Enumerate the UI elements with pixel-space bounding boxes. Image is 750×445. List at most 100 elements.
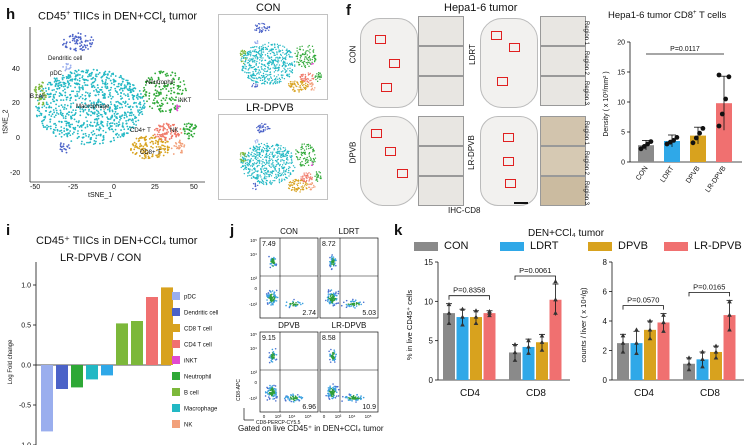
tsne-point bbox=[250, 64, 252, 67]
tsne-point bbox=[121, 77, 124, 80]
tsne-point bbox=[99, 133, 102, 136]
tsne-point bbox=[247, 72, 250, 74]
tsne-point bbox=[99, 113, 102, 116]
tsne-point bbox=[128, 114, 131, 117]
tsne-point bbox=[289, 81, 292, 83]
tsne-point bbox=[300, 88, 302, 90]
tsne-point bbox=[119, 119, 121, 121]
flow-event bbox=[291, 302, 294, 305]
tsne-point bbox=[287, 83, 290, 85]
tsne-point bbox=[291, 170, 294, 172]
tsne-point bbox=[274, 165, 277, 168]
f-point bbox=[690, 140, 696, 146]
tsne-point bbox=[294, 80, 296, 82]
tsne-point bbox=[244, 158, 247, 160]
tsne-point bbox=[302, 147, 304, 150]
tsne-point bbox=[314, 157, 317, 159]
tsne-point bbox=[179, 81, 182, 84]
tsne-point bbox=[256, 150, 258, 152]
k-point bbox=[713, 343, 719, 348]
flow-event bbox=[359, 396, 362, 399]
ihc-bottom-label: IHC-CD8 bbox=[448, 206, 481, 215]
tsne-point bbox=[188, 135, 190, 137]
tsne-point bbox=[154, 94, 157, 97]
tsne-point bbox=[291, 160, 293, 162]
tsne-point bbox=[44, 109, 47, 112]
tsne-point bbox=[283, 46, 286, 48]
tsne-point bbox=[119, 106, 121, 109]
tsne-point bbox=[107, 104, 110, 107]
tsne-point bbox=[278, 170, 281, 172]
k-bar bbox=[710, 351, 722, 380]
tsne-point bbox=[266, 47, 268, 50]
i-legend-label: iNKT bbox=[184, 359, 198, 365]
tsne-point bbox=[288, 181, 291, 184]
tsne-point bbox=[82, 88, 84, 91]
flow-event bbox=[335, 291, 337, 293]
f-bar bbox=[664, 141, 680, 162]
tsne-point bbox=[174, 74, 177, 77]
tsne-point bbox=[290, 158, 293, 160]
tsne-point bbox=[106, 87, 109, 89]
tsne-point bbox=[46, 83, 49, 86]
cluster-label-bcell: B cell bbox=[30, 94, 45, 100]
tsne-point bbox=[286, 62, 288, 64]
tsne-point bbox=[305, 172, 307, 174]
tsne-point bbox=[311, 45, 314, 48]
tsne-point bbox=[181, 150, 183, 153]
tsne-point bbox=[254, 42, 257, 45]
tsne-point bbox=[268, 161, 270, 163]
tsne-point bbox=[269, 60, 271, 62]
flow-event bbox=[357, 397, 360, 400]
tsne-point bbox=[162, 70, 165, 73]
tsne-point bbox=[143, 136, 146, 139]
tsne-point bbox=[270, 183, 272, 186]
tsne-point bbox=[251, 165, 254, 168]
tsne-point bbox=[176, 92, 179, 95]
tsne-point bbox=[140, 150, 142, 153]
tsne-point bbox=[262, 158, 264, 161]
tsne-point bbox=[71, 114, 74, 117]
tsne-point bbox=[150, 140, 153, 143]
tsne-point bbox=[311, 162, 313, 164]
flow-event bbox=[335, 302, 337, 305]
tsne-point bbox=[144, 155, 146, 158]
tsne-point bbox=[298, 61, 300, 64]
tsne-point bbox=[256, 184, 259, 187]
tsne-point bbox=[265, 172, 268, 174]
tsne-point bbox=[307, 145, 310, 147]
tsne-point bbox=[305, 148, 308, 150]
tsne-point bbox=[261, 54, 264, 56]
tsne-point bbox=[180, 93, 183, 96]
tsne-point bbox=[160, 88, 162, 91]
tsne-point bbox=[276, 176, 278, 179]
tsne-point bbox=[262, 51, 265, 53]
tsne-point bbox=[143, 106, 146, 108]
tsne-point bbox=[247, 62, 250, 64]
tsne-point bbox=[280, 159, 282, 161]
tsne-point bbox=[144, 144, 146, 146]
flow-event bbox=[332, 386, 334, 389]
tsne-point bbox=[120, 115, 123, 118]
tsne-point bbox=[95, 128, 98, 131]
i-y-tick-label: -1.0 bbox=[19, 443, 31, 445]
tsne-point bbox=[260, 31, 263, 33]
flow-event bbox=[359, 301, 361, 303]
tsne-point bbox=[35, 91, 38, 94]
tsne-point bbox=[125, 86, 127, 89]
tsne-point bbox=[75, 36, 78, 38]
tsne-point bbox=[248, 162, 250, 165]
tsne-point bbox=[262, 57, 264, 59]
tsne-point bbox=[287, 152, 290, 155]
tsne-point bbox=[65, 122, 68, 125]
tsne-point bbox=[296, 150, 299, 153]
ihc-group-label: CON bbox=[348, 45, 358, 64]
tsne-point bbox=[79, 110, 82, 113]
tsne-point bbox=[76, 106, 78, 109]
tsne-point bbox=[316, 178, 318, 181]
tsne-point bbox=[164, 136, 167, 139]
flow-event bbox=[362, 396, 365, 399]
tsne-point bbox=[186, 133, 189, 136]
tsne-point bbox=[79, 45, 81, 48]
tsne-point bbox=[94, 104, 97, 107]
